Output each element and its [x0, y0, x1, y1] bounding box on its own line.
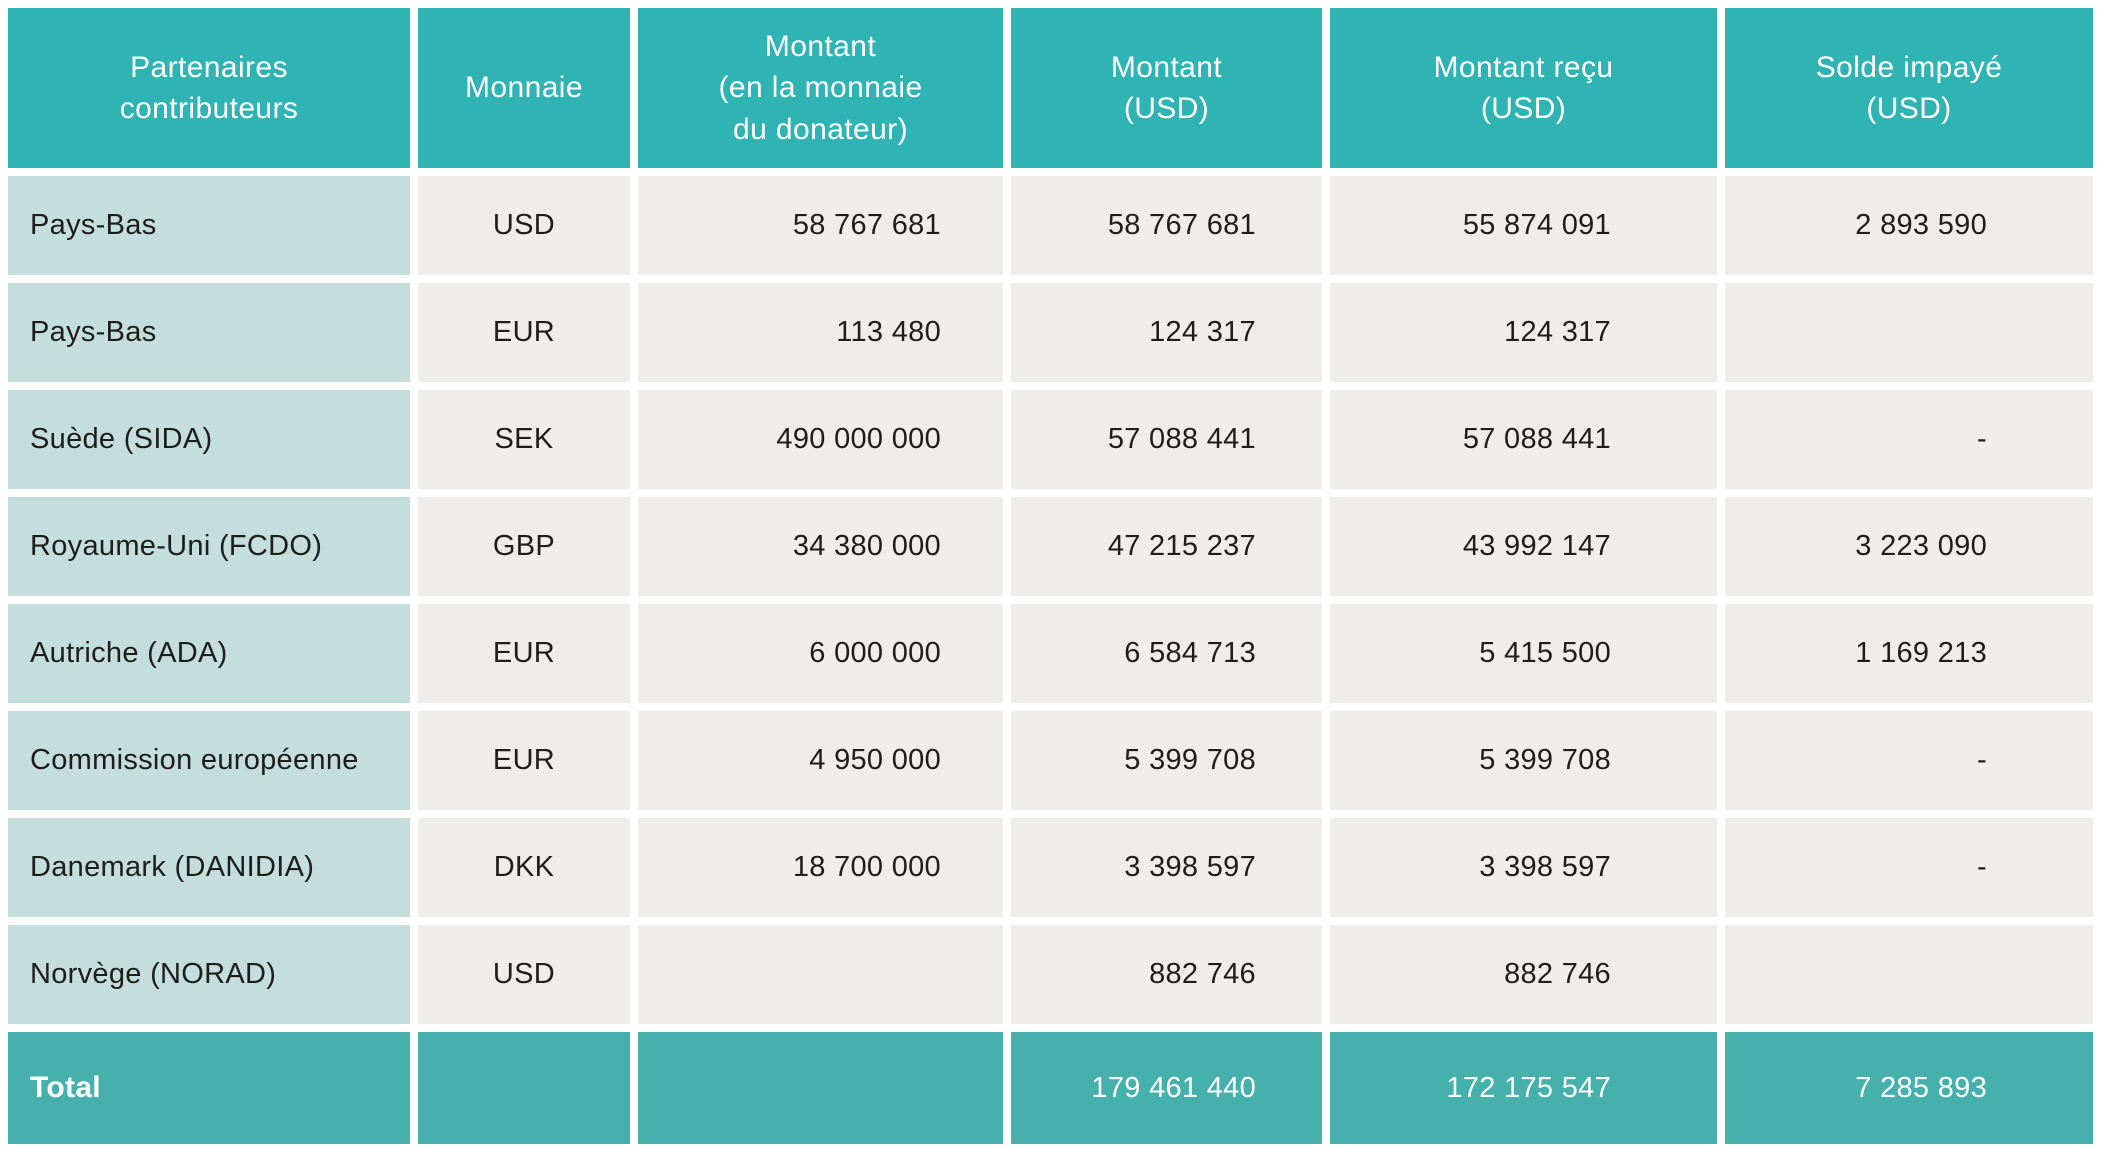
amount-donor-cell: 6 000 000: [638, 604, 1003, 703]
partner-name: Commission européenne: [30, 744, 359, 777]
balance-cell: -: [1725, 818, 2093, 917]
column-header-amount-usd: Montant (USD): [1011, 8, 1322, 168]
column-header-amount-received: Montant reçu (USD): [1330, 8, 1717, 168]
currency-cell: EUR: [418, 711, 630, 810]
currency-cell: EUR: [418, 604, 630, 703]
currency-cell: USD: [418, 925, 630, 1024]
amount-received-cell: 124 317: [1330, 283, 1717, 382]
amount-received-cell: 5 399 708: [1330, 711, 1717, 810]
partner-cell: Suède (SIDA): [8, 390, 410, 489]
total-amount-received-cell: 172 175 547: [1330, 1032, 1717, 1144]
total-row: Total 179 461 440 172 175 547 7 285 893: [8, 1032, 2093, 1144]
partner-cell: Pays-Bas: [8, 283, 410, 382]
total-label: Total: [8, 1032, 410, 1144]
amount-donor-cell: 34 380 000: [638, 497, 1003, 596]
amount-donor-cell: 18 700 000: [638, 818, 1003, 917]
partner-cell: Autriche (ADA): [8, 604, 410, 703]
partner-cell: Pays-Bas: [8, 176, 410, 275]
amount-usd-cell: 58 767 681: [1011, 176, 1322, 275]
amount-received-cell: 3 398 597: [1330, 818, 1717, 917]
amount-usd-cell: 57 088 441: [1011, 390, 1322, 489]
amount-usd-cell: 124 317: [1011, 283, 1322, 382]
partner-name: Norvège (NORAD): [30, 958, 277, 991]
balance-cell: -: [1725, 711, 2093, 810]
table-row: Autriche (ADA) EUR 6 000 000 6 584 713 5 415…: [8, 604, 2093, 703]
amount-usd-cell: 47 215 237: [1011, 497, 1322, 596]
partner-name: Pays-Bas: [30, 209, 157, 242]
table-row: Suède (SIDA) SEK 490 000 000 57 088 441 57 0…: [8, 390, 2093, 489]
total-balance-cell: 7 285 893: [1725, 1032, 2093, 1144]
amount-received-cell: 882 746: [1330, 925, 1717, 1024]
amount-donor-cell: [638, 925, 1003, 1024]
column-header-currency: Monnaie: [418, 8, 630, 168]
partner-name: Suède (SIDA): [30, 423, 213, 456]
amount-donor-cell: 490 000 000: [638, 390, 1003, 489]
amount-received-cell: 5 415 500: [1330, 604, 1717, 703]
balance-cell: 2 893 590: [1725, 176, 2093, 275]
column-header-partners: Partenaires contributeurs: [8, 8, 410, 168]
table-row: Danemark (DANIDIA) DKK 18 700 000 3 398 597…: [8, 818, 2093, 917]
table-row: Pays-Bas EUR 113 480 124 317 124 317: [8, 283, 2093, 382]
amount-donor-cell: 4 950 000: [638, 711, 1003, 810]
balance-cell: [1725, 925, 2093, 1024]
partner-name: Danemark (DANIDIA): [30, 851, 315, 884]
table-row: Commission européenne EUR 4 950 000 5 399 7…: [8, 711, 2093, 810]
table-row: Pays-Bas USD 58 767 681 58 767 681 55 874 09…: [8, 176, 2093, 275]
column-header-amount-donor: Montant (en la monnaie du donateur): [638, 8, 1003, 168]
column-header-balance-unpaid: Solde impayé (USD): [1725, 8, 2093, 168]
partner-cell: Norvège (NORAD): [8, 925, 410, 1024]
total-currency-cell: [418, 1032, 630, 1144]
partner-name: Pays-Bas: [30, 316, 157, 349]
partner-name: Autriche (ADA): [30, 637, 228, 670]
currency-cell: GBP: [418, 497, 630, 596]
header-row: Partenaires contributeurs Monnaie Montan…: [8, 8, 2093, 168]
balance-cell: [1725, 283, 2093, 382]
total-amount-usd-cell: 179 461 440: [1011, 1032, 1322, 1144]
table-row: Royaume-Uni (FCDO) GBP 34 380 000 47 215 23…: [8, 497, 2093, 596]
partner-name: Royaume-Uni (FCDO): [30, 530, 323, 563]
currency-cell: SEK: [418, 390, 630, 489]
balance-cell: 1 169 213: [1725, 604, 2093, 703]
partner-cell: Commission européenne: [8, 711, 410, 810]
amount-received-cell: 57 088 441: [1330, 390, 1717, 489]
partner-cell: Royaume-Uni (FCDO): [8, 497, 410, 596]
balance-cell: 3 223 090: [1725, 497, 2093, 596]
amount-donor-cell: 58 767 681: [638, 176, 1003, 275]
amount-usd-cell: 882 746: [1011, 925, 1322, 1024]
currency-cell: DKK: [418, 818, 630, 917]
amount-usd-cell: 5 399 708: [1011, 711, 1322, 810]
partner-cell: Danemark (DANIDIA): [8, 818, 410, 917]
amount-usd-cell: 3 398 597: [1011, 818, 1322, 917]
total-amount-donor-cell: [638, 1032, 1003, 1144]
balance-cell: -: [1725, 390, 2093, 489]
amount-usd-cell: 6 584 713: [1011, 604, 1322, 703]
amount-received-cell: 43 992 147: [1330, 497, 1717, 596]
table-row: Norvège (NORAD) USD 882 746 882 746: [8, 925, 2093, 1024]
amount-donor-cell: 113 480: [638, 283, 1003, 382]
currency-cell: USD: [418, 176, 630, 275]
currency-cell: EUR: [418, 283, 630, 382]
amount-received-cell: 55 874 091: [1330, 176, 1717, 275]
